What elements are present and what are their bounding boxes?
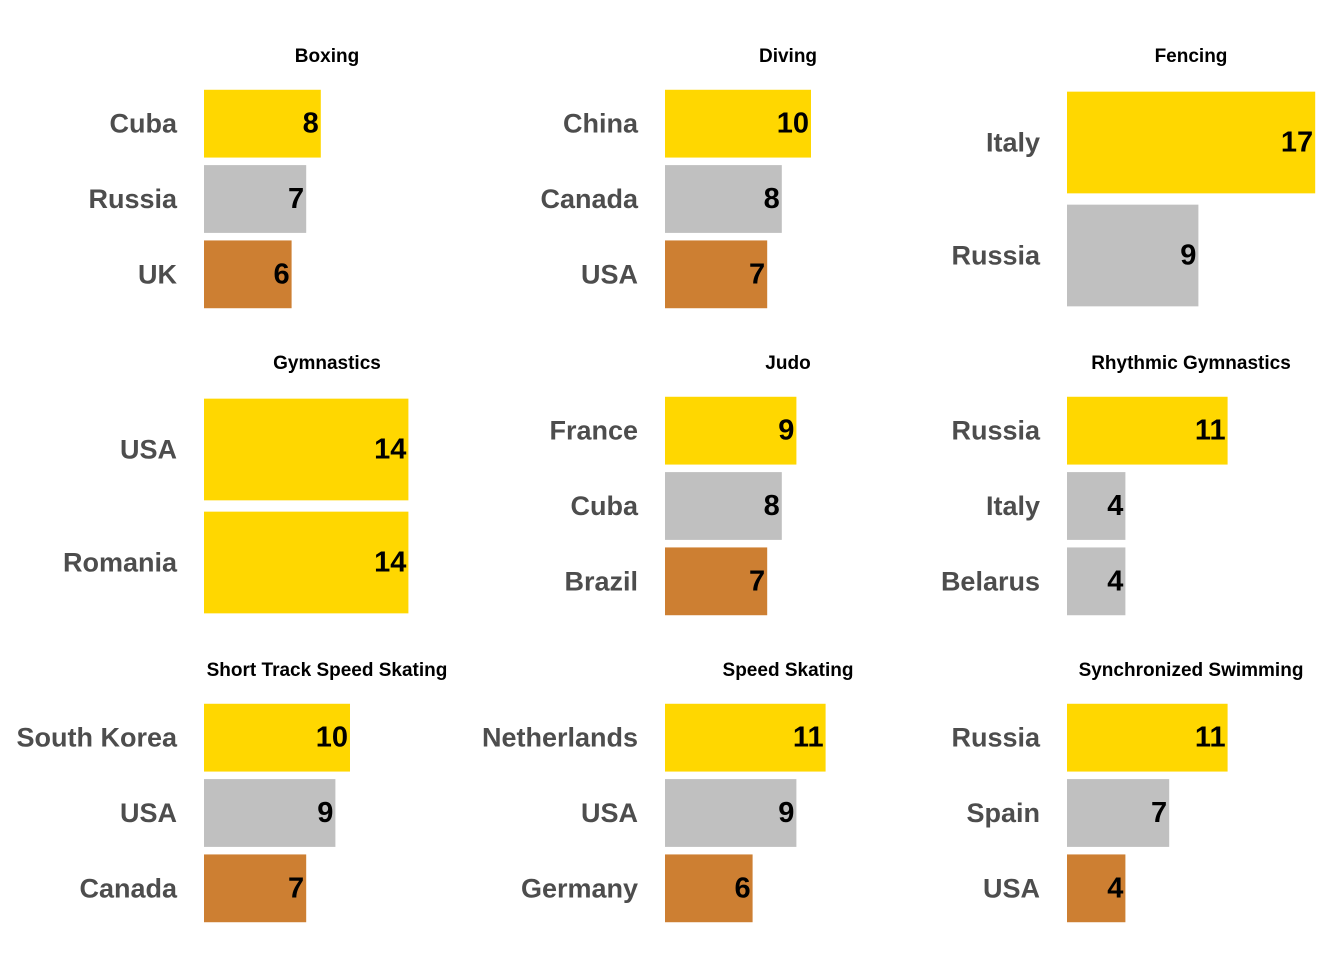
value-label: 10 bbox=[777, 108, 809, 140]
value-label: 6 bbox=[734, 872, 750, 904]
value-label: 8 bbox=[764, 490, 780, 522]
category-label: UK bbox=[138, 259, 177, 289]
value-label: 11 bbox=[793, 722, 824, 754]
category-label: USA bbox=[581, 259, 638, 289]
bar bbox=[1067, 854, 1126, 923]
bar bbox=[665, 240, 768, 309]
panel: Diving China 10 Canada 8 USA 7 bbox=[540, 46, 817, 309]
value-label: 11 bbox=[1195, 722, 1226, 754]
bar bbox=[204, 511, 409, 614]
panel-title: Judo bbox=[765, 353, 810, 374]
panel-title: Gymnastics bbox=[273, 353, 381, 374]
bar bbox=[665, 779, 797, 847]
panel-title: Short Track Speed Skating bbox=[207, 660, 448, 681]
panel: Rhythmic Gymnastics Russia 11 Italy 4 Belarus… bbox=[941, 353, 1291, 616]
bar bbox=[665, 396, 797, 465]
bar bbox=[1067, 779, 1170, 847]
value-label: 14 bbox=[374, 547, 406, 579]
value-label: 4 bbox=[1107, 565, 1123, 597]
panel-title: Speed Skating bbox=[723, 660, 854, 681]
bar bbox=[1067, 547, 1126, 616]
category-label: Russia bbox=[951, 416, 1041, 446]
panel: Synchronized Swimming Russia 11 Spain 7 USA 4 bbox=[951, 660, 1304, 923]
panel: Judo France 9 Cuba 8 Brazil 7 bbox=[549, 353, 811, 616]
value-label: 7 bbox=[1151, 797, 1167, 829]
bar bbox=[1067, 396, 1228, 465]
value-label: 9 bbox=[317, 797, 333, 829]
bar bbox=[665, 472, 782, 540]
value-label: 4 bbox=[1107, 490, 1123, 522]
panel-title: Diving bbox=[759, 46, 817, 67]
bar bbox=[204, 854, 307, 923]
category-label: Netherlands bbox=[482, 723, 638, 753]
category-label: USA bbox=[120, 435, 177, 465]
panel: Boxing Cuba 8 Russia 7 UK 6 bbox=[88, 46, 359, 309]
category-label: Cuba bbox=[571, 491, 639, 521]
value-label: 8 bbox=[303, 108, 319, 140]
value-label: 9 bbox=[778, 415, 794, 447]
bar bbox=[204, 165, 307, 233]
category-label: USA bbox=[983, 873, 1040, 903]
bar bbox=[1067, 91, 1316, 194]
panel: Fencing Italy 17 Russia 9 bbox=[951, 46, 1316, 307]
category-label: Canada bbox=[540, 184, 639, 214]
value-label: 17 bbox=[1281, 127, 1313, 159]
value-label: 8 bbox=[764, 183, 780, 215]
panel: Gymnastics USA 14 Romania 14 bbox=[63, 353, 409, 614]
value-label: 7 bbox=[749, 258, 765, 290]
value-label: 7 bbox=[288, 872, 304, 904]
bar bbox=[665, 165, 782, 233]
bar bbox=[204, 779, 336, 847]
category-label: Italy bbox=[986, 491, 1040, 521]
value-label: 9 bbox=[778, 797, 794, 829]
bar bbox=[204, 398, 409, 501]
panel-title: Rhythmic Gymnastics bbox=[1091, 353, 1291, 374]
category-label: China bbox=[563, 109, 639, 139]
bar bbox=[204, 703, 350, 772]
category-label: Italy bbox=[986, 128, 1040, 158]
panel: Speed Skating Netherlands 11 USA 9 Germany 6 bbox=[482, 660, 854, 923]
bar bbox=[204, 89, 321, 158]
value-label: 6 bbox=[273, 258, 289, 290]
value-label: 4 bbox=[1107, 872, 1123, 904]
value-label: 14 bbox=[374, 434, 406, 466]
category-label: Russia bbox=[951, 723, 1041, 753]
category-label: Canada bbox=[79, 873, 178, 903]
panel-title: Boxing bbox=[295, 46, 359, 67]
bar bbox=[665, 703, 826, 772]
value-label: 10 bbox=[316, 722, 348, 754]
category-label: Russia bbox=[951, 241, 1041, 271]
bar bbox=[1067, 472, 1126, 540]
bar bbox=[1067, 204, 1199, 307]
category-label: Belarus bbox=[941, 566, 1040, 596]
category-label: USA bbox=[581, 798, 638, 828]
category-label: Germany bbox=[521, 873, 638, 903]
panel: Short Track Speed Skating South Korea 10 US… bbox=[16, 660, 448, 923]
bar bbox=[665, 547, 768, 616]
value-label: 9 bbox=[1180, 240, 1196, 272]
value-label: 7 bbox=[288, 183, 304, 215]
category-label: Romania bbox=[63, 548, 178, 578]
category-label: Cuba bbox=[110, 109, 178, 139]
category-label: Russia bbox=[88, 184, 178, 214]
panel-title: Fencing bbox=[1155, 46, 1228, 67]
bar bbox=[665, 854, 753, 923]
bar bbox=[1067, 703, 1228, 772]
panel-title: Synchronized Swimming bbox=[1079, 660, 1304, 681]
bar bbox=[665, 89, 811, 158]
category-label: Spain bbox=[966, 798, 1040, 828]
category-label: Brazil bbox=[564, 566, 638, 596]
value-label: 7 bbox=[749, 565, 765, 597]
category-label: South Korea bbox=[16, 723, 177, 753]
category-label: France bbox=[549, 416, 638, 446]
bar bbox=[204, 240, 292, 309]
value-label: 11 bbox=[1195, 415, 1226, 447]
category-label: USA bbox=[120, 798, 177, 828]
